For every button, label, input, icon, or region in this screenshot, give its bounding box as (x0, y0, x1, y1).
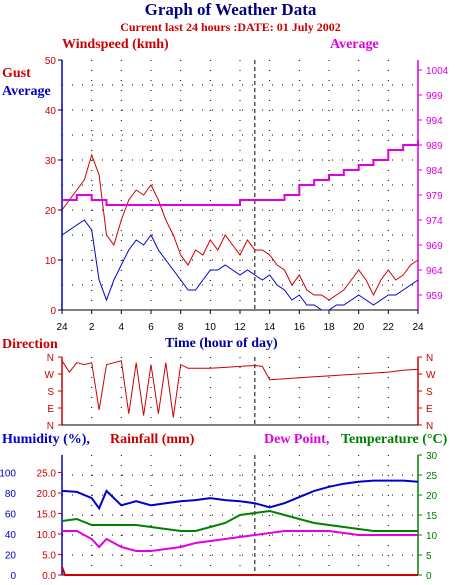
wind-x-tick-label: 20 (353, 322, 365, 333)
wind-x-tick-label: 10 (205, 322, 217, 333)
wind-right-tick-label: 969 (426, 241, 443, 252)
dir-left-tick-label: S (47, 387, 54, 398)
direction-series-line (61, 360, 419, 418)
wind-left-tick-label: 30 (45, 156, 57, 167)
page-subtitle: Current last 24 hours :DATE: 01 July 200… (120, 20, 341, 34)
wind-x-tick-label: 18 (323, 322, 335, 333)
pressure-series-line (62, 140, 419, 206)
time-axis-label: Time (hour of day) (165, 336, 278, 351)
rainfall-tick-label: 25.0 (37, 468, 57, 479)
wind-x-tick-label: 8 (178, 322, 184, 333)
humidity-label: Humidity (%), (2, 432, 90, 447)
wind-left-tick-label: 0 (50, 306, 56, 317)
rainfall-tick-label: 5.0 (42, 550, 56, 561)
humidity-series-line (61, 479, 419, 511)
dir-left-tick-label: E (47, 404, 54, 415)
dir-right-tick-label: N (426, 421, 433, 432)
wind-x-tick-label: 4 (119, 322, 125, 333)
humidity-tick-label: 100 (0, 468, 16, 479)
wind-x-tick-label: 2 (89, 322, 95, 333)
rainfall-tick-label: 10.0 (37, 530, 57, 541)
wind-x-tick-label: 12 (234, 322, 246, 333)
direction-label: Direction (2, 337, 58, 352)
humidity-tick-label: 0 (10, 571, 16, 582)
wind-left-tick-label: 50 (45, 56, 57, 67)
dewpoint-series-line (62, 530, 418, 552)
humidity-tick-label: 60 (5, 509, 17, 520)
average-series-line (61, 219, 419, 311)
rainfall-tick-label: 20.0 (37, 489, 57, 500)
wind-x-tick-label: 22 (383, 322, 395, 333)
wind-right-tick-label: 994 (426, 116, 443, 127)
humidity-tick-label: 20 (5, 550, 17, 561)
temperature-tick-label: 5 (426, 551, 432, 562)
pressure-average-label: Average (330, 37, 379, 52)
wind-right-tick-label: 984 (426, 166, 443, 177)
temperature-label: Temperature (°C) (341, 432, 448, 447)
temperature-tick-label: 15 (426, 511, 438, 522)
wind-right-tick-label: 959 (426, 291, 443, 302)
rainfall-series-line (61, 566, 418, 576)
wind-left-tick-label: 10 (45, 256, 57, 267)
temperature-series-line (61, 509, 418, 532)
temperature-tick-label: 25 (426, 471, 438, 482)
rainfall-tick-label: 0.0 (42, 571, 56, 582)
wind-x-tick-label: 24 (56, 322, 68, 333)
dewpoint-label: Dew Point, (264, 432, 330, 447)
wind-left-tick-label: 20 (45, 206, 57, 217)
rainfall-label: Rainfall (mm) (110, 432, 195, 447)
dir-right-tick-label: S (426, 387, 433, 398)
temperature-tick-label: 20 (426, 491, 438, 502)
wind-right-tick-label: 999 (426, 91, 443, 102)
wind-right-tick-label: 979 (426, 191, 443, 202)
wind-x-tick-label: 6 (148, 322, 154, 333)
humidity-tick-label: 80 (5, 489, 17, 500)
wind-right-tick-label: 974 (426, 216, 443, 227)
dir-left-tick-label: N (47, 353, 54, 364)
wind-right-tick-label: 964 (426, 266, 443, 277)
dir-left-tick-label: N (47, 421, 54, 432)
wind-x-tick-label: 14 (264, 322, 276, 333)
dir-right-tick-label: E (426, 404, 433, 415)
wind-x-tick-label: 16 (294, 322, 306, 333)
average-legend-label: Average (2, 84, 51, 99)
gust-series-line (61, 153, 419, 301)
humidity-tick-label: 40 (5, 530, 17, 541)
dir-right-tick-label: N (426, 353, 433, 364)
windspeed-axis-label: Windspeed (kmh) (62, 37, 169, 52)
wind-right-tick-label: 989 (426, 141, 443, 152)
wind-left-tick-label: 40 (45, 106, 57, 117)
page-title: Graph of Weather Data (144, 0, 317, 19)
dir-right-tick-label: W (426, 370, 436, 381)
temperature-tick-label: 10 (426, 531, 438, 542)
wind-x-tick-label: 24 (412, 322, 424, 333)
dir-left-tick-label: W (45, 370, 55, 381)
wind-right-tick-label: 1004 (426, 66, 449, 77)
gust-legend-label: Gust (2, 66, 31, 81)
temperature-tick-label: 30 (426, 451, 438, 462)
rainfall-tick-label: 15.0 (37, 509, 57, 520)
temperature-tick-label: 0 (426, 571, 432, 582)
